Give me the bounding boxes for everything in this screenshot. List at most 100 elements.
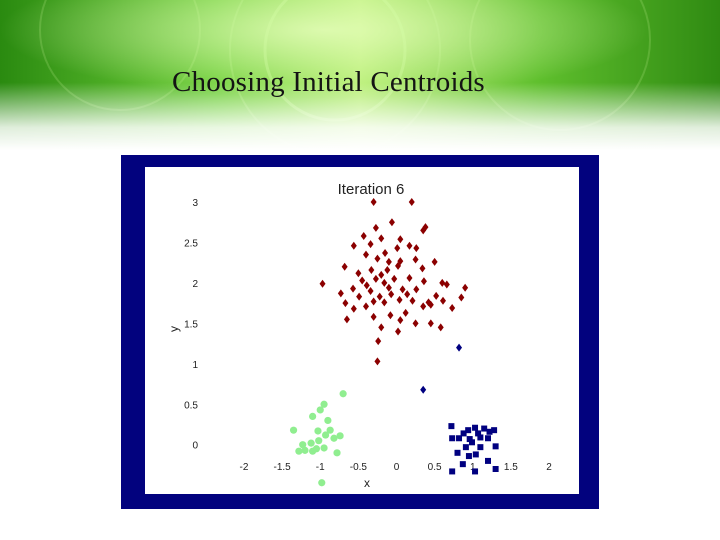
data-point: [314, 427, 322, 435]
data-point: [427, 300, 434, 309]
data-point: [350, 284, 357, 293]
data-point: [486, 428, 493, 435]
data-point: [408, 198, 415, 206]
data-point: [399, 285, 406, 294]
data-point: [449, 468, 456, 475]
data-point: [382, 248, 389, 257]
data-point: [420, 277, 427, 286]
x-tick-label: 2: [546, 462, 552, 473]
data-point: [339, 390, 347, 398]
data-point: [485, 457, 491, 464]
data-point: [475, 430, 482, 437]
data-point: [301, 446, 309, 454]
x-tick-label: -1.5: [274, 462, 292, 473]
data-point: [381, 298, 388, 307]
data-point: [343, 315, 350, 324]
chart-title: Iteration 6: [338, 181, 405, 198]
data-point: [370, 198, 377, 206]
data-point: [397, 235, 404, 244]
data-point: [318, 479, 326, 487]
data-point: [378, 270, 385, 279]
y-axis-label: y: [167, 326, 181, 332]
data-point: [420, 226, 427, 235]
data-point: [320, 400, 328, 408]
data-point: [413, 244, 420, 253]
data-point: [456, 343, 463, 352]
data-point: [409, 296, 416, 305]
data-point: [367, 287, 374, 295]
slide-title: Choosing Initial Centroids: [172, 66, 485, 98]
y-tick-label: 1: [192, 360, 198, 371]
data-point: [477, 444, 484, 451]
data-point: [412, 255, 419, 264]
data-point: [315, 437, 323, 445]
x-tick-label: -2: [240, 462, 249, 473]
data-point: [458, 293, 465, 302]
data-point: [449, 303, 456, 312]
y-tick-label: 3: [192, 198, 198, 209]
data-point: [324, 416, 332, 425]
data-point: [437, 323, 444, 332]
data-point: [387, 311, 394, 320]
y-tick-label: 2.5: [184, 238, 198, 249]
data-point: [360, 231, 367, 240]
x-tick-labels: -2 -1.5 -1 -0.5 0 0.5 1 1.5 2: [240, 462, 553, 473]
data-point: [440, 296, 447, 305]
data-point: [460, 430, 467, 437]
data-point: [320, 444, 328, 452]
data-point: [370, 297, 377, 306]
data-point: [333, 449, 341, 457]
data-point: [342, 299, 349, 308]
data-point: [289, 426, 298, 434]
y-tick-label: 1.5: [184, 319, 198, 330]
data-point: [459, 461, 466, 468]
data-point: [394, 244, 401, 253]
data-point: [406, 274, 413, 283]
data-point: [372, 223, 379, 232]
data-point: [374, 254, 381, 263]
data-point: [388, 218, 395, 227]
data-point: [466, 436, 473, 443]
data-point: [319, 279, 326, 288]
data-point: [396, 295, 403, 304]
data-point: [462, 283, 469, 292]
data-point: [456, 435, 463, 442]
data-point: [449, 435, 456, 442]
data-point: [395, 327, 402, 336]
data-point: [372, 274, 379, 283]
data-point: [404, 290, 411, 299]
data-point: [477, 434, 484, 441]
data-point: [448, 423, 455, 430]
data-point: [363, 250, 369, 259]
data-point: [374, 357, 381, 366]
data-point: [385, 257, 392, 266]
scatter-chart: Iteration 6 x y -2 -1.5 -1 -0.5 0 0.5 1 1.5 2 00…: [167, 181, 553, 490]
data-point: [465, 427, 472, 434]
data-point: [299, 441, 307, 449]
data-point: [431, 257, 438, 266]
data-point: [367, 240, 374, 249]
data-point: [388, 290, 395, 299]
data-point: [309, 447, 317, 455]
data-point: [406, 241, 413, 250]
data-point: [336, 432, 344, 440]
data-point: [355, 269, 362, 278]
data-point: [491, 427, 498, 434]
data-point: [395, 261, 402, 270]
data-point: [326, 426, 334, 434]
data-point: [439, 278, 446, 287]
data-points: [289, 198, 499, 487]
data-point: [337, 289, 344, 298]
y-tick-label: 0: [192, 441, 198, 452]
data-point: [330, 434, 338, 442]
data-point: [397, 316, 404, 325]
data-point: [363, 281, 370, 290]
x-tick-label: -0.5: [350, 462, 368, 473]
data-point: [309, 412, 317, 421]
data-point: [316, 406, 324, 414]
data-point: [413, 285, 420, 294]
data-point: [384, 265, 391, 274]
data-point: [391, 274, 398, 283]
data-point: [341, 262, 348, 271]
